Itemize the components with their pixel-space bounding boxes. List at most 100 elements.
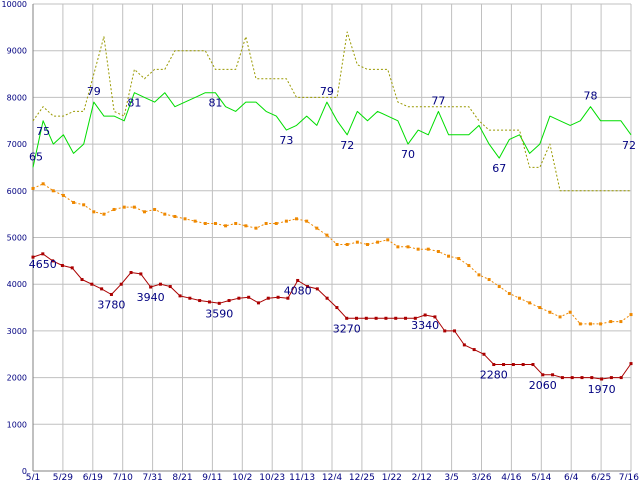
x-tick-label: 5/29 bbox=[53, 473, 73, 480]
data-point-orange bbox=[507, 292, 511, 296]
x-tick-label: 10/2 bbox=[232, 473, 252, 480]
data-point-orange bbox=[244, 224, 248, 228]
data-label-green: 65 bbox=[29, 150, 43, 163]
data-point-darkred bbox=[100, 287, 104, 291]
data-point-darkred bbox=[198, 299, 202, 303]
data-point-orange bbox=[386, 238, 390, 242]
data-point-darkred bbox=[590, 376, 594, 380]
data-point-orange bbox=[264, 221, 268, 225]
y-tick-label: 8000 bbox=[7, 93, 27, 102]
data-point-orange bbox=[467, 264, 471, 268]
data-point-darkred bbox=[374, 316, 378, 320]
data-point-orange bbox=[51, 189, 55, 193]
data-point-darkred bbox=[404, 316, 408, 320]
x-tick-label: 9/11 bbox=[202, 473, 222, 480]
data-label-darkred: 1970 bbox=[588, 383, 616, 396]
data-point-darkred bbox=[580, 376, 584, 380]
data-point-orange bbox=[163, 212, 167, 216]
x-tick-label: 6/4 bbox=[564, 473, 579, 480]
data-point-orange bbox=[588, 322, 592, 326]
data-point-orange bbox=[548, 310, 552, 314]
data-label-darkred: 3270 bbox=[333, 322, 361, 335]
data-point-orange bbox=[629, 313, 633, 317]
data-point-darkred bbox=[158, 282, 162, 286]
data-point-orange bbox=[274, 221, 278, 225]
y-tick-label: 0 bbox=[22, 467, 27, 476]
data-point-darkred bbox=[433, 315, 437, 319]
data-point-orange bbox=[599, 322, 603, 326]
data-point-darkred bbox=[472, 348, 476, 352]
data-point-darkred bbox=[541, 373, 545, 377]
data-point-orange bbox=[254, 226, 258, 230]
series-line-orange bbox=[32, 183, 632, 325]
data-point-orange bbox=[447, 254, 451, 258]
data-point-orange bbox=[528, 301, 532, 305]
data-label-green: 73 bbox=[279, 134, 293, 147]
data-point-darkred bbox=[443, 329, 447, 333]
data-point-orange bbox=[213, 221, 217, 225]
data-point-darkred bbox=[462, 343, 466, 347]
y-tick-label: 1000 bbox=[7, 420, 27, 429]
data-label-green: 81 bbox=[127, 97, 141, 110]
series-line-green bbox=[32, 92, 632, 168]
data-label-darkred: 3590 bbox=[205, 307, 233, 320]
x-tick-label: 8/21 bbox=[172, 473, 192, 480]
data-point-darkred bbox=[511, 363, 515, 367]
data-point-darkred bbox=[305, 285, 309, 289]
data-point-darkred bbox=[256, 301, 260, 305]
data-label-darkred: 2280 bbox=[480, 369, 508, 382]
data-point-orange bbox=[416, 247, 420, 251]
data-point-orange bbox=[284, 219, 288, 223]
data-point-darkred bbox=[70, 266, 74, 270]
data-label-darkred: 4080 bbox=[284, 284, 312, 297]
grid bbox=[32, 3, 632, 472]
data-point-orange bbox=[61, 193, 65, 197]
data-point-orange bbox=[436, 250, 440, 254]
data-point-orange bbox=[315, 226, 319, 230]
data-point-darkred bbox=[335, 306, 339, 310]
data-point-orange bbox=[457, 257, 461, 261]
data-point-darkred bbox=[629, 362, 633, 366]
data-point-darkred bbox=[266, 296, 270, 300]
series-line-olive bbox=[32, 31, 631, 192]
data-point-darkred bbox=[453, 329, 457, 333]
y-tick-label: 7000 bbox=[7, 140, 27, 149]
data-point-orange bbox=[193, 219, 197, 223]
data-point-orange bbox=[518, 296, 522, 300]
data-point-orange bbox=[234, 221, 238, 225]
data-point-orange bbox=[41, 182, 45, 186]
data-point-orange bbox=[477, 273, 481, 277]
data-point-darkred bbox=[296, 278, 300, 282]
data-label-darkred: 3340 bbox=[411, 319, 439, 332]
data-label-green: 79 bbox=[87, 85, 101, 98]
data-point-darkred bbox=[384, 316, 388, 320]
data-point-orange bbox=[142, 210, 146, 214]
data-point-darkred bbox=[413, 316, 417, 320]
data-point-darkred bbox=[60, 264, 64, 268]
data-point-orange bbox=[376, 240, 380, 244]
data-point-orange bbox=[122, 205, 126, 209]
x-tick-label: 11/13 bbox=[289, 473, 315, 480]
data-label-green: 72 bbox=[622, 139, 636, 152]
data-point-orange bbox=[558, 315, 562, 319]
data-point-orange bbox=[31, 186, 35, 190]
data-point-orange bbox=[305, 219, 309, 223]
data-point-orange bbox=[578, 322, 582, 326]
data-point-orange bbox=[224, 224, 228, 228]
data-point-darkred bbox=[286, 296, 290, 300]
data-point-orange bbox=[203, 221, 207, 225]
data-point-orange bbox=[153, 207, 157, 211]
data-labels: 65 75 79 81 81 73 79 72 70 77 67 78 72 4650 3780 3940 35… bbox=[29, 85, 636, 396]
x-tick-label: 1/22 bbox=[382, 473, 402, 480]
data-point-darkred bbox=[227, 299, 231, 303]
data-point-darkred bbox=[600, 377, 604, 381]
data-point-orange bbox=[183, 217, 187, 221]
data-label-green: 78 bbox=[583, 90, 597, 103]
data-point-darkred bbox=[619, 376, 623, 380]
y-tick-label: 4000 bbox=[7, 280, 27, 289]
x-tick-label: 12/25 bbox=[349, 473, 375, 480]
data-label-green: 79 bbox=[320, 85, 334, 98]
series-group bbox=[31, 31, 633, 381]
data-point-orange bbox=[609, 320, 613, 324]
data-point-darkred bbox=[51, 259, 55, 263]
